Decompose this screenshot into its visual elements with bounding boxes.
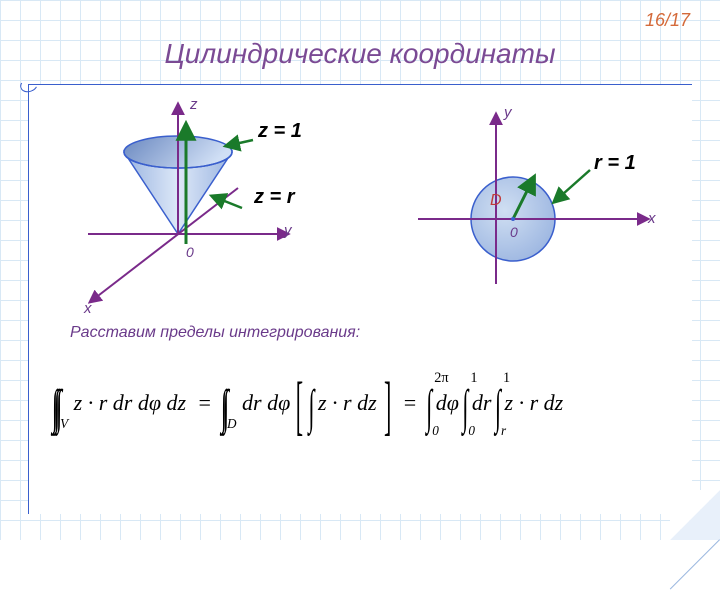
diagrams-svg — [28, 84, 692, 514]
integral-formula: ∫∫∫V z · r dr dφ dz = ∫∫D dr dφ [ ∫ z · … — [54, 390, 563, 432]
cone-z-axis-label: z — [190, 96, 198, 113]
disk-y-axis-label: y — [504, 104, 512, 121]
page-curl — [670, 490, 720, 540]
disk-r1-label: r = 1 — [594, 152, 636, 175]
page-number: 16/17 — [645, 10, 690, 31]
cone-x-axis-label: x — [84, 300, 92, 317]
slide-title: Цилиндрические координаты — [0, 38, 720, 70]
subtitle-text: Расставим пределы интегрирования: — [70, 324, 360, 342]
cone-origin-label: 0 — [186, 244, 194, 260]
disk-diagram — [418, 114, 648, 284]
disk-D-label: D — [490, 192, 502, 210]
cone-zr-label: z = r — [254, 186, 295, 209]
page-curl-fold — [670, 539, 720, 589]
disk-origin-label: 0 — [510, 224, 518, 240]
cone-z1-label: z = 1 — [258, 120, 302, 143]
cone-y-axis-label: y — [284, 222, 292, 239]
disk-x-axis-label: x — [648, 210, 656, 227]
